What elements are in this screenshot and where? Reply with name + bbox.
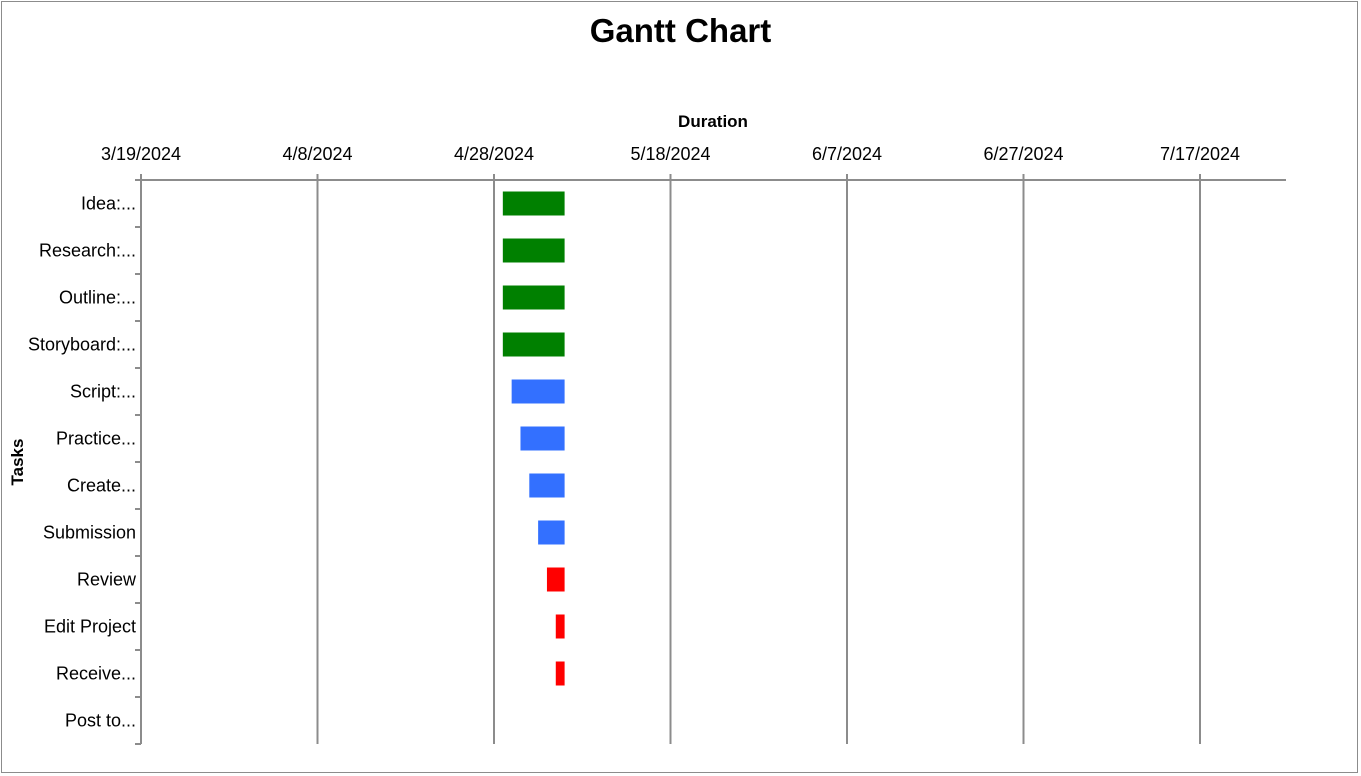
task-label: Submission bbox=[43, 523, 136, 543]
task-bar bbox=[502, 238, 565, 263]
task-label: Receive... bbox=[56, 664, 136, 684]
task-bar bbox=[511, 379, 565, 404]
task-bar bbox=[502, 332, 565, 357]
task-label: Script:... bbox=[70, 382, 136, 402]
task-bar bbox=[555, 661, 565, 686]
task-bar bbox=[538, 520, 565, 545]
task-label: Storyboard:... bbox=[28, 335, 136, 355]
x-tick-label: 4/28/2024 bbox=[454, 144, 534, 164]
task-label: Edit Project bbox=[44, 617, 136, 637]
x-tick-label: 3/19/2024 bbox=[101, 144, 181, 164]
task-bar bbox=[520, 426, 565, 451]
task-bar bbox=[555, 614, 565, 639]
x-axis-label: Duration bbox=[678, 112, 748, 131]
x-tick-label: 7/17/2024 bbox=[1160, 144, 1240, 164]
task-bar bbox=[502, 285, 565, 310]
task-label: Practice... bbox=[56, 429, 136, 449]
x-tick-label: 5/18/2024 bbox=[630, 144, 710, 164]
task-bar bbox=[529, 473, 565, 498]
x-tick-label: 6/27/2024 bbox=[983, 144, 1063, 164]
task-label: Review bbox=[77, 570, 137, 590]
task-label: Research:... bbox=[39, 241, 136, 261]
task-bar bbox=[546, 567, 565, 592]
task-label: Post to... bbox=[65, 711, 136, 731]
x-tick-label: 4/8/2024 bbox=[282, 144, 352, 164]
chart-title: Gantt Chart bbox=[589, 12, 772, 49]
task-bar bbox=[502, 191, 565, 216]
task-label: Create... bbox=[67, 476, 136, 496]
task-label: Idea:... bbox=[81, 194, 136, 214]
task-label: Outline:... bbox=[59, 288, 136, 308]
x-tick-label: 6/7/2024 bbox=[812, 144, 882, 164]
